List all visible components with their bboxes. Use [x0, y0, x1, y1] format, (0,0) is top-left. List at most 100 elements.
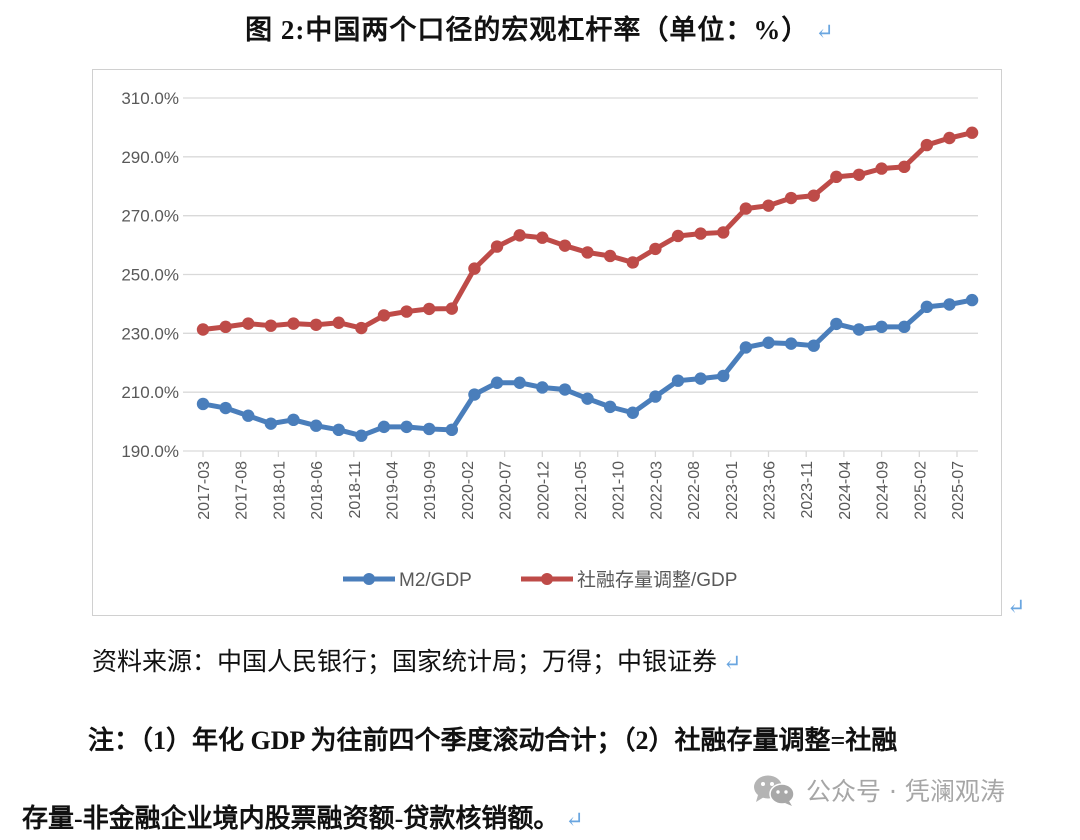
- y-tick-label: 290.0%: [121, 148, 179, 167]
- data-point: [898, 160, 911, 174]
- data-point: [445, 423, 459, 437]
- data-point: [920, 138, 934, 152]
- x-tick-label: 2022-03: [648, 461, 665, 520]
- x-tick-label: 2022-08: [686, 461, 703, 520]
- data-point: [355, 429, 368, 442]
- legend-label: M2/GDP: [399, 570, 472, 591]
- x-tick-label: 2021-05: [573, 461, 590, 520]
- data-point: [694, 372, 707, 385]
- note-line-2-text: 存量-非金融企业境内股票融资额-贷款核销额。: [22, 804, 560, 833]
- legend-marker: [363, 573, 375, 585]
- x-tick-label: 2023-06: [762, 461, 779, 520]
- data-point: [264, 417, 278, 430]
- data-point: [377, 420, 391, 434]
- line-chart: 190.0% 210.0% 230.0% 250.0% 270.0% 290.0% 310.…: [121, 89, 979, 591]
- data-point: [898, 320, 911, 334]
- data-point: [965, 126, 979, 139]
- series-1: [196, 126, 979, 336]
- data-point: [943, 298, 956, 311]
- figure-title-text: 图 2:中国两个口径的宏观杠杆率（单位：%）: [245, 15, 810, 45]
- data-point: [558, 239, 572, 252]
- y-tick-label: 310.0%: [121, 89, 179, 108]
- data-point: [536, 381, 549, 394]
- series-line: [202, 130, 973, 332]
- data-point: [784, 337, 798, 350]
- data-point: [242, 409, 255, 422]
- paragraph-mark-icon: ↵: [1007, 594, 1026, 619]
- series-group: [196, 126, 979, 442]
- legend: M2/GDP 社融存量调整/GDP: [343, 569, 737, 591]
- data-point: [196, 397, 210, 411]
- data-point: [490, 376, 504, 389]
- data-point: [219, 401, 232, 415]
- data-point: [807, 339, 820, 352]
- wechat-icon: [754, 775, 795, 806]
- note-line-2: 存量-非金融企业境内股票融资额-贷款核销额。 ↵: [22, 798, 584, 835]
- data-point: [377, 309, 391, 322]
- x-tick-label: 2021-10: [611, 461, 628, 520]
- y-tick-label: 270.0%: [121, 207, 179, 226]
- x-tick-label: 2018-06: [309, 461, 326, 520]
- x-tick-label: 2023-11: [799, 461, 816, 519]
- x-tick-label: 2018-01: [271, 461, 288, 520]
- data-point: [784, 191, 798, 205]
- x-tick-label: 2024-09: [875, 461, 892, 520]
- data-point: [762, 336, 775, 349]
- y-tick-label: 230.0%: [121, 324, 179, 343]
- y-tick-label: 190.0%: [121, 442, 179, 461]
- data-point: [694, 227, 707, 240]
- data-point: [287, 413, 300, 427]
- data-point: [762, 199, 775, 212]
- data-point: [400, 305, 413, 318]
- x-tick-label: 2019-09: [422, 461, 439, 520]
- data-point: [264, 319, 278, 332]
- series-0: [196, 293, 979, 442]
- legend-label: 社融存量调整/GDP: [577, 569, 737, 591]
- data-point: [626, 406, 639, 419]
- data-point: [242, 317, 255, 330]
- data-point: [468, 262, 481, 275]
- data-point: [536, 231, 549, 244]
- x-tick-label: 2020-12: [535, 461, 552, 520]
- data-point: [468, 388, 481, 401]
- x-tick-label: 2025-02: [912, 461, 929, 520]
- y-tick-label: 250.0%: [121, 266, 179, 285]
- data-point: [400, 420, 413, 434]
- gridlines: [183, 97, 978, 452]
- x-tick-label: 2024-04: [837, 461, 854, 520]
- data-point: [943, 131, 956, 145]
- data-point: [739, 202, 753, 215]
- source-text: 资料来源：中国人民银行；国家统计局；万得；中银证券: [92, 649, 718, 676]
- data-point: [965, 293, 979, 307]
- data-point: [355, 321, 368, 335]
- y-axis: 190.0% 210.0% 230.0% 250.0% 270.0% 290.0% 310.…: [121, 89, 179, 461]
- data-point: [852, 168, 866, 181]
- data-point: [626, 256, 639, 269]
- data-point: [219, 320, 232, 334]
- data-point: [196, 323, 210, 336]
- watermark: 公众号 · 凭澜观涛: [752, 772, 1005, 808]
- data-point: [581, 246, 594, 259]
- data-point: [423, 422, 436, 436]
- watermark-text: 公众号 · 凭澜观涛: [806, 777, 1005, 806]
- x-tick-label: 2025-07: [950, 461, 967, 520]
- x-tick-label: 2017-03: [196, 461, 213, 520]
- data-point: [423, 302, 436, 316]
- data-point: [513, 376, 526, 389]
- data-point: [739, 341, 753, 354]
- data-point: [717, 226, 730, 239]
- paragraph-mark-icon: ↵: [565, 807, 584, 832]
- data-point: [513, 229, 526, 242]
- data-point: [830, 170, 843, 184]
- legend-marker: [541, 573, 553, 585]
- data-point: [807, 189, 820, 202]
- data-point: [309, 318, 323, 332]
- data-point: [603, 249, 617, 263]
- data-point: [332, 423, 345, 437]
- data-point: [671, 229, 685, 243]
- x-axis: 2017-03 2017-08 2018-01 2018-06 2018-11 2019-…: [196, 451, 967, 520]
- data-point: [490, 240, 504, 253]
- data-point: [649, 242, 662, 256]
- data-point: [649, 390, 662, 403]
- x-tick-label: 2019-04: [385, 461, 402, 520]
